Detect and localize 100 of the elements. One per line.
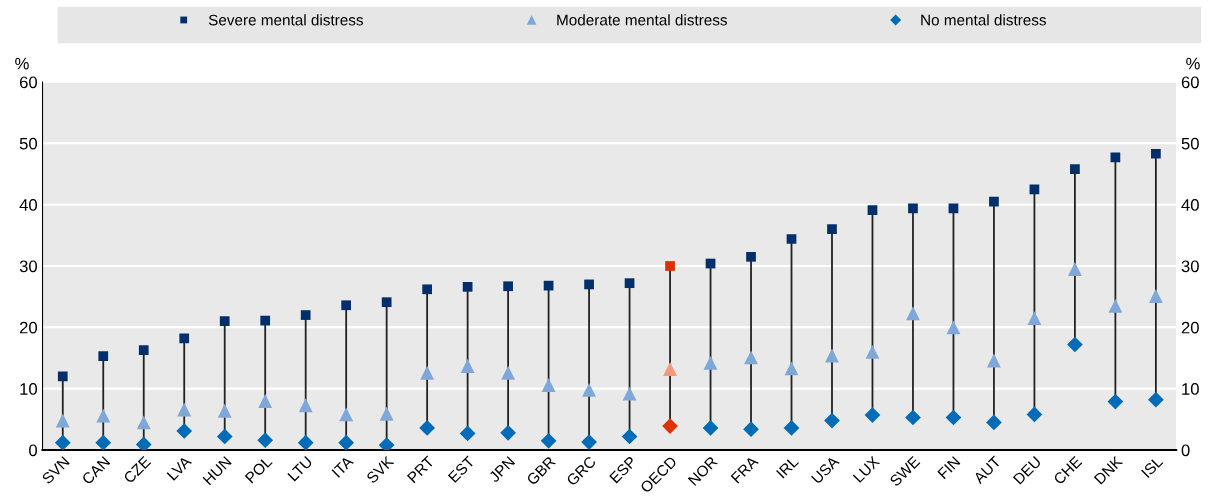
y2-tick-label: 40 <box>1181 199 1199 211</box>
point <box>216 428 233 445</box>
point <box>1067 262 1082 277</box>
point <box>298 398 313 413</box>
point <box>541 378 556 392</box>
point <box>584 279 594 290</box>
point <box>827 224 837 235</box>
point <box>419 420 435 436</box>
point <box>462 281 473 292</box>
point <box>824 412 840 429</box>
point <box>621 428 638 445</box>
y2-tick-label: 60 <box>1181 76 1199 89</box>
point <box>136 415 151 430</box>
x-tick-label: ITA <box>331 455 354 478</box>
point <box>96 408 111 423</box>
y2-axis-title: % <box>1186 57 1200 70</box>
point <box>503 281 513 292</box>
point <box>95 434 112 450</box>
point <box>297 434 314 450</box>
point <box>986 414 1002 431</box>
point <box>746 251 756 262</box>
point <box>54 434 71 450</box>
point <box>624 278 635 289</box>
point <box>55 413 70 428</box>
point <box>219 316 230 327</box>
legend-label: No mental distress <box>921 14 1047 26</box>
point <box>176 423 193 439</box>
point <box>1107 393 1124 410</box>
x-tick-label: LVA <box>166 455 193 481</box>
y-tick-label: 0 <box>29 444 38 457</box>
point <box>1070 164 1080 174</box>
x-tick-label: IRL <box>776 455 799 479</box>
point <box>98 351 109 362</box>
y-tick-label: 20 <box>19 321 38 334</box>
point <box>1026 406 1043 423</box>
point <box>945 409 962 426</box>
point <box>1067 336 1083 353</box>
point <box>702 420 719 436</box>
point <box>908 203 918 214</box>
point <box>179 333 190 344</box>
y2-tick-label: 30 <box>1181 260 1199 273</box>
point <box>582 382 597 397</box>
point <box>743 421 759 437</box>
point <box>138 345 149 355</box>
point <box>703 355 718 370</box>
legend-label: Moderate mental distress <box>557 14 728 26</box>
point <box>300 310 311 320</box>
point <box>338 434 355 450</box>
x-tick-label: USA <box>810 455 840 485</box>
point <box>1108 298 1123 313</box>
x-tick-label: POL <box>244 455 273 484</box>
point <box>257 432 274 449</box>
point <box>1027 311 1042 326</box>
point <box>420 365 435 380</box>
point <box>135 436 152 450</box>
point <box>379 406 394 421</box>
y-tick-label: 50 <box>19 137 38 150</box>
point <box>864 407 881 423</box>
point <box>1029 184 1040 195</box>
x-tick-label: ISL <box>1140 455 1164 479</box>
point <box>341 300 352 311</box>
point <box>540 432 557 449</box>
point <box>459 425 476 442</box>
point <box>581 434 597 450</box>
point <box>665 261 675 271</box>
point <box>786 234 797 244</box>
point <box>986 353 1001 368</box>
point <box>381 297 392 308</box>
y2-tick-label: 0 <box>1181 444 1190 457</box>
point <box>865 344 880 359</box>
y-axis-title: % <box>15 57 29 70</box>
point <box>867 205 878 216</box>
point <box>500 424 516 441</box>
legend-label: Severe mental distress <box>208 14 363 26</box>
y-tick-label: 60 <box>19 76 38 89</box>
point <box>422 284 432 295</box>
x-tick-label: FIN <box>937 456 961 480</box>
point <box>905 409 921 426</box>
point <box>906 306 920 321</box>
point <box>948 203 959 214</box>
y-tick-label: 10 <box>20 383 38 395</box>
point <box>260 315 271 326</box>
point <box>1148 391 1164 408</box>
point <box>177 402 192 417</box>
y2-tick-label: 10 <box>1182 383 1199 395</box>
point <box>946 320 961 335</box>
point <box>501 365 516 380</box>
point <box>989 196 999 207</box>
y2-tick-label: 50 <box>1181 137 1199 150</box>
point <box>1151 148 1161 159</box>
point <box>783 420 800 436</box>
point <box>57 371 68 382</box>
point <box>460 359 475 373</box>
point <box>339 407 354 422</box>
y2-tick-label: 20 <box>1181 321 1199 334</box>
point <box>378 437 395 450</box>
point <box>784 361 799 376</box>
point <box>217 403 232 418</box>
point <box>258 393 273 408</box>
point <box>622 386 637 401</box>
